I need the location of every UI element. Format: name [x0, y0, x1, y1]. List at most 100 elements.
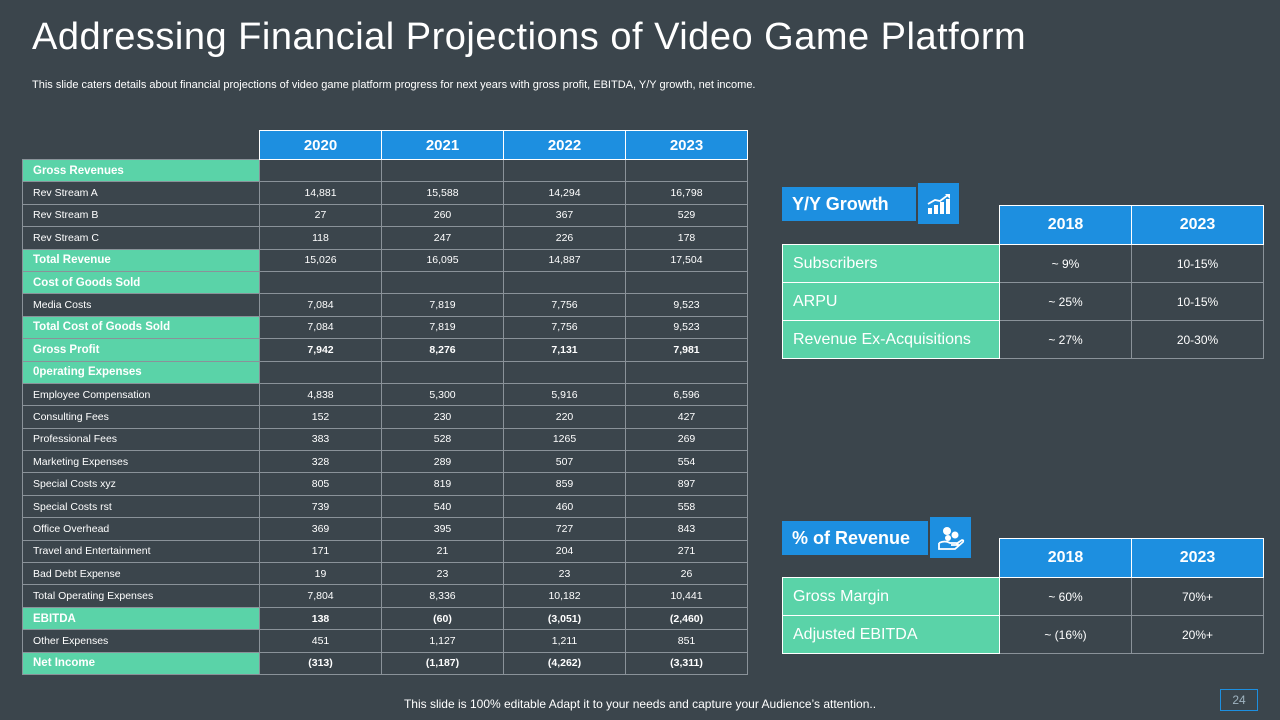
row-label: Rev Stream B — [22, 203, 260, 228]
row-label: Revenue Ex-Acquisitions — [782, 320, 1000, 359]
year-header: 2018 — [999, 538, 1132, 578]
cell-value: 16,095 — [381, 248, 504, 272]
table-row: Consulting Fees 152 230 220 427 — [22, 405, 748, 429]
cell-value: 260 — [381, 203, 504, 228]
cell-value — [381, 360, 504, 384]
cell-value: 4,838 — [259, 382, 382, 407]
table-row: Employee Compensation 4,838 5,300 5,916 6,59… — [22, 382, 748, 407]
cell-value: 269 — [625, 427, 748, 452]
row-label: Adjusted EBITDA — [782, 615, 1000, 654]
table-row: Total Cost of Goods Sold 7,084 7,819 7,756 9… — [22, 315, 748, 340]
table-row: EBITDA 138 (60) (3,051) (2,460) — [22, 606, 748, 631]
row-label: Gross Profit — [22, 338, 260, 362]
cell-value — [259, 158, 382, 183]
table-row: Special Costs rst 739 540 460 558 — [22, 494, 748, 519]
table-row: Adjusted EBITDA ~ (16%) 20%+ — [782, 615, 1264, 654]
row-label: Rev Stream C — [22, 226, 260, 250]
cell-value — [259, 360, 382, 384]
cell-value: 10-15% — [1131, 244, 1264, 283]
yy-growth-tab-label: Y/Y Growth — [792, 193, 889, 214]
row-label: Subscribers — [782, 244, 1000, 283]
cell-value — [381, 270, 504, 295]
cell-value: 451 — [259, 629, 382, 653]
header-blank-cell — [783, 539, 1000, 578]
table-row: Media Costs 7,084 7,819 7,756 9,523 — [22, 293, 748, 317]
table-row: Other Expenses 451 1,127 1,211 851 — [22, 629, 748, 653]
table-row: Gross Profit 7,942 8,276 7,131 7,981 — [22, 338, 748, 362]
table-row: Total Revenue 15,026 16,095 14,887 17,504 — [22, 248, 748, 272]
cell-value: 7,084 — [259, 315, 382, 340]
row-label: ARPU — [782, 282, 1000, 321]
cell-value: 529 — [625, 203, 748, 228]
pct-revenue-table: 2018 2023 Gross Margin ~ 60% 70%+ Adjusted EB… — [782, 538, 1264, 654]
row-label: Bad Debt Expense — [22, 562, 260, 586]
cell-value: (3,051) — [503, 606, 626, 631]
table-row: 0perating Expenses — [22, 360, 748, 384]
footer-note: This slide is 100% editable Adapt it to … — [403, 697, 877, 711]
cell-value: 19 — [259, 562, 382, 586]
row-label: 0perating Expenses — [22, 360, 260, 384]
table-row: Travel and Entertainment 171 21 204 271 — [22, 539, 748, 564]
cell-value — [503, 158, 626, 183]
cell-value: 138 — [259, 606, 382, 631]
table-row: Special Costs xyz 805 819 859 897 — [22, 472, 748, 496]
cell-value: 7,942 — [259, 338, 382, 362]
slide-title: Addressing Financial Projections of Vide… — [32, 16, 1027, 58]
cell-value: 14,887 — [503, 248, 626, 272]
row-label: Media Costs — [22, 293, 260, 317]
cell-value: 395 — [381, 517, 504, 541]
table-row: Subscribers ~ 9% 10-15% — [782, 244, 1264, 283]
row-label: Total Cost of Goods Sold — [22, 315, 260, 340]
row-label: Rev Stream A — [22, 181, 260, 205]
cell-value — [625, 270, 748, 295]
header-blank-cell — [783, 206, 1000, 245]
year-header: 2022 — [503, 130, 626, 160]
cell-value: 460 — [503, 494, 626, 519]
row-label: Professional Fees — [22, 427, 260, 452]
cell-value: 5,300 — [381, 382, 504, 407]
cell-value: 9,523 — [625, 315, 748, 340]
table-row: ARPU ~ 25% 10-15% — [782, 282, 1264, 321]
cell-value: 21 — [381, 539, 504, 564]
table-row: Office Overhead 369 395 727 843 — [22, 517, 748, 541]
row-label: Gross Margin — [782, 577, 1000, 616]
cell-value: ~ 27% — [999, 320, 1132, 359]
cell-value: 271 — [625, 539, 748, 564]
row-label: Cost of Goods Sold — [22, 270, 260, 295]
cell-value: 805 — [259, 472, 382, 496]
table-row: Cost of Goods Sold — [22, 270, 748, 295]
cell-value: 15,588 — [381, 181, 504, 205]
cell-value: 554 — [625, 450, 748, 474]
table-row: Gross Revenues — [22, 158, 748, 183]
cell-value — [259, 270, 382, 295]
cell-value: 819 — [381, 472, 504, 496]
cell-value: 507 — [503, 450, 626, 474]
cell-value: 540 — [381, 494, 504, 519]
row-label: Consulting Fees — [22, 405, 260, 429]
table-row: Net Income (313) (1,187) (4,262) (3,311) — [22, 651, 748, 675]
financial-projections-table: 2020 2021 2022 2023 Gross Revenues Rev Stream… — [22, 130, 748, 675]
cell-value: 897 — [625, 472, 748, 496]
cell-value: 10,441 — [625, 584, 748, 608]
cell-value: 427 — [625, 405, 748, 429]
cell-value: (60) — [381, 606, 504, 631]
cell-value: 8,336 — [381, 584, 504, 608]
cell-value: 7,804 — [259, 584, 382, 608]
pct-revenue-tab: % of Revenue — [782, 521, 930, 555]
cell-value — [381, 158, 504, 183]
cell-value: ~ (16%) — [999, 615, 1132, 654]
cell-value: (1,187) — [381, 651, 504, 675]
year-header: 2023 — [625, 130, 748, 160]
cell-value: 220 — [503, 405, 626, 429]
cell-value: 118 — [259, 226, 382, 250]
growth-chart-icon — [916, 181, 961, 226]
year-header: 2023 — [1131, 538, 1264, 578]
cell-value: 23 — [381, 562, 504, 586]
cell-value: 7,981 — [625, 338, 748, 362]
cell-value: (2,460) — [625, 606, 748, 631]
cell-value: 7,819 — [381, 315, 504, 340]
side-header-row: 2018 2023 — [783, 205, 1264, 245]
cell-value: 70%+ — [1131, 577, 1264, 616]
cell-value: 8,276 — [381, 338, 504, 362]
table-row: Marketing Expenses 328 289 507 554 — [22, 450, 748, 474]
